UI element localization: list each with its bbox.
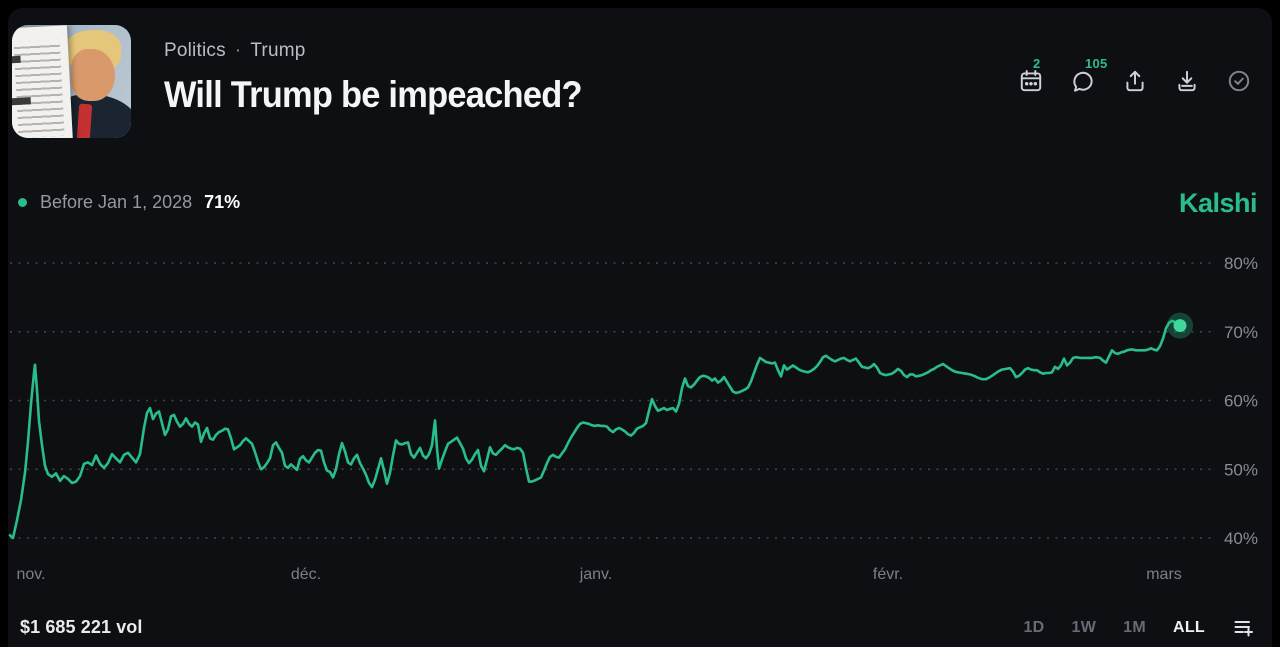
y-axis-label: 70% <box>1224 323 1258 342</box>
thumbnail-face-shape <box>71 49 115 101</box>
volume-label: $1 685 221 vol <box>20 617 143 637</box>
series-label: Before Jan 1, 2028 <box>40 192 193 212</box>
series-current-value: 71% <box>204 192 241 212</box>
comments-button[interactable]: 105 <box>1070 56 1107 94</box>
calendar-button[interactable]: 2 <box>1018 56 1044 94</box>
breadcrumb: Politics · Trump <box>164 40 613 62</box>
timeframe-1d[interactable]: 1D <box>1023 619 1045 636</box>
series-color-dot <box>18 198 27 207</box>
comments-icon <box>1073 71 1093 92</box>
breadcrumb-subcategory[interactable]: Trump <box>250 40 306 61</box>
calendar-icon <box>1020 70 1042 92</box>
market-card: 80% 70% 60% 50% 40% nov. déc. janv. févr. mars Po… <box>8 8 1272 647</box>
header-actions: 2 105 <box>1018 56 1252 94</box>
download-icon <box>1178 70 1196 92</box>
y-axis-label: 50% <box>1224 460 1258 479</box>
x-axis-label: mars <box>1146 566 1182 583</box>
chart-settings-button[interactable] <box>1232 616 1256 640</box>
breadcrumb-separator: · <box>234 40 242 61</box>
verified-button[interactable] <box>1226 68 1252 94</box>
x-axis-label: nov. <box>16 566 45 583</box>
comments-badge: 105 <box>1085 56 1108 71</box>
x-axis-label: févr. <box>873 566 903 583</box>
share-icon <box>1126 70 1144 92</box>
playlist-add-icon <box>1234 621 1253 637</box>
y-axis-label: 80% <box>1224 254 1258 273</box>
x-axis-label: janv. <box>579 566 613 583</box>
thumbnail-document-headline <box>12 55 21 64</box>
timeframe-selector: 1D 1W 1M ALL <box>1023 616 1256 640</box>
series-line <box>8 319 1182 540</box>
y-axis-label: 60% <box>1224 392 1258 411</box>
thumbnail-tie-shape <box>76 103 93 138</box>
breadcrumb-category[interactable]: Politics <box>164 40 226 61</box>
y-axis-label: 40% <box>1224 529 1258 548</box>
download-button[interactable] <box>1174 68 1200 94</box>
price-chart[interactable]: 80% 70% 60% 50% 40% nov. déc. janv. févr. mars <box>8 8 1272 647</box>
series-legend: Before Jan 1, 2028 71% <box>18 192 240 213</box>
current-value-marker <box>1173 319 1187 333</box>
check-circle-icon <box>1228 70 1250 92</box>
page-title: Will Trump be impeached? <box>164 74 583 115</box>
timeframe-1m[interactable]: 1M <box>1123 619 1146 636</box>
timeframe-all[interactable]: ALL <box>1172 619 1205 636</box>
market-thumbnail <box>12 25 131 138</box>
x-axis-label: déc. <box>291 566 321 583</box>
share-button[interactable] <box>1122 68 1148 94</box>
kalshi-logo: Kalshi <box>1178 188 1258 218</box>
thumbnail-document-shape <box>12 25 74 138</box>
thumbnail-document-headline-2 <box>12 97 31 106</box>
calendar-badge: 2 <box>1033 56 1041 71</box>
timeframe-1w[interactable]: 1W <box>1071 619 1097 636</box>
thumbnail-document-lines <box>13 39 65 138</box>
